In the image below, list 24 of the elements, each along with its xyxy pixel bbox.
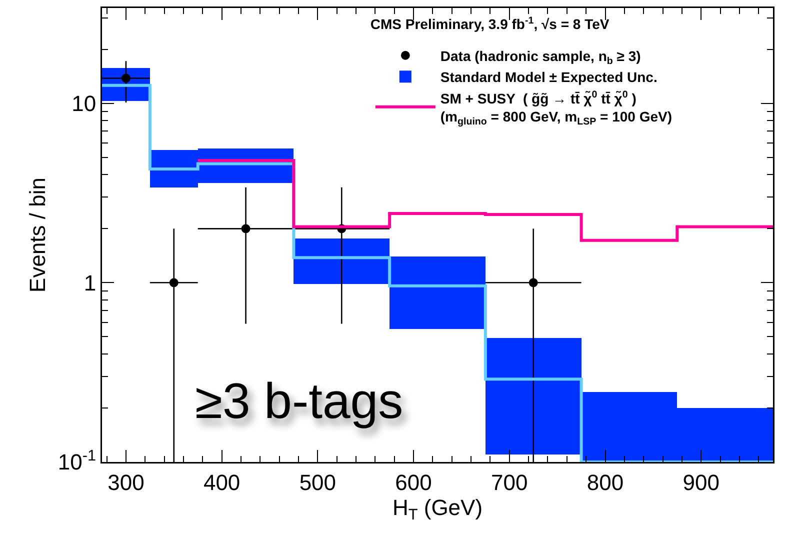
x-axis-title: H$_{T}$ (GeV) xyxy=(392,494,483,524)
point xyxy=(121,74,130,83)
text: SM + SUSY ( g̃g̃ → tt̄ χ̃$^{0}$ tt̄ χ̃$^{0}$ ) (m$_{gluino}$ = 800 GeV, m$_{LSP}$ = 100 GeV) xyxy=(440,89,672,128)
x-tick-label: 600 xyxy=(395,470,432,495)
point xyxy=(241,224,250,234)
x-tick-label: 800 xyxy=(586,470,624,495)
x-tick-label: 300 xyxy=(108,470,144,495)
y-tick-label: 10$^{-1}$ xyxy=(58,447,96,475)
x-tick-label: 900 xyxy=(682,470,720,495)
bar xyxy=(390,256,486,330)
x-tick-label: 500 xyxy=(299,470,336,495)
legend-label: Standard Model ± Expected Unc. xyxy=(440,69,658,86)
y-axis-title: Events / bin xyxy=(24,178,50,292)
legend-label: Data (hadronic sample, n$_{b}$ ≥ 3) xyxy=(440,48,641,67)
point xyxy=(169,278,178,288)
bar xyxy=(294,238,390,284)
x-tick-label: 700 xyxy=(491,470,528,495)
point xyxy=(528,278,538,288)
x-tick-label: 400 xyxy=(203,470,240,495)
y-tick-label: 1 xyxy=(84,270,96,296)
y-tick-label: 10 xyxy=(72,91,96,116)
annotation: ≥3 b-tags xyxy=(195,373,404,429)
bar xyxy=(485,338,582,455)
text: CMS Preliminary, 3.9 fb$^{-1}$, √s = 8 TeV xyxy=(370,15,610,32)
